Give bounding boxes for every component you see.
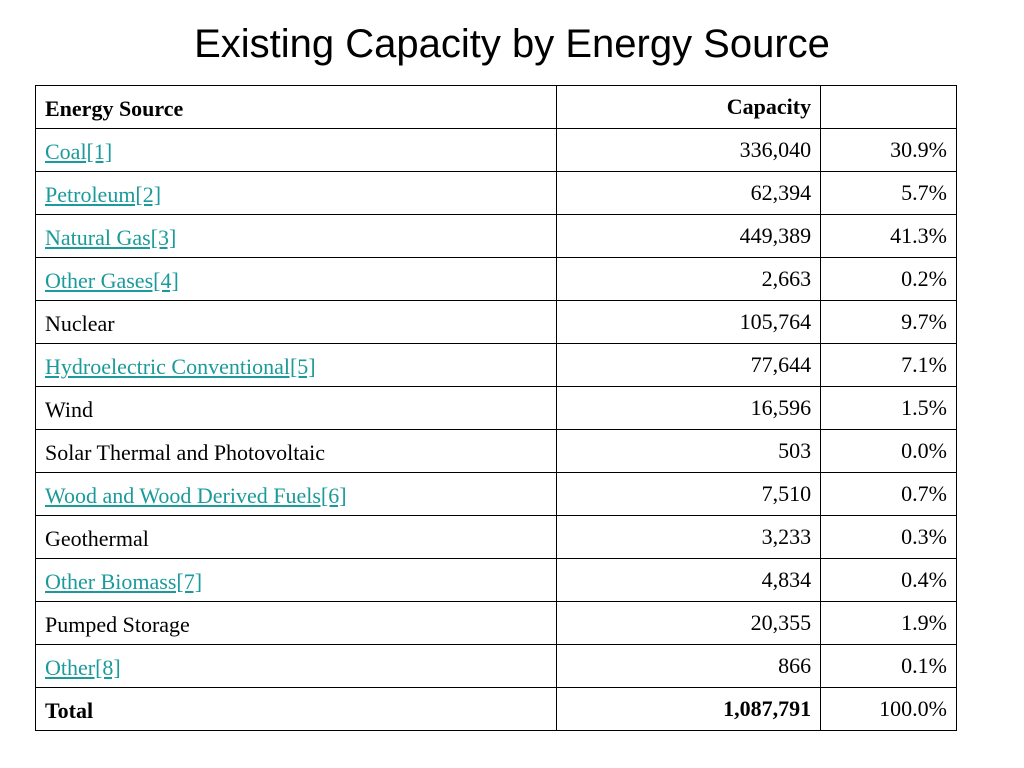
energy-source-link[interactable]: Hydroelectric Conventional[5] xyxy=(45,354,316,379)
percent-cell: 1.5% xyxy=(820,386,957,430)
table-row: Hydroelectric Conventional[5] 77,644 7.1% xyxy=(34,343,957,387)
energy-source-link[interactable]: Coal[1] xyxy=(45,139,113,164)
capacity-cell: 449,389 xyxy=(556,214,822,258)
capacity-cell: 336,040 xyxy=(556,128,822,172)
table-row: Natural Gas[3] 449,389 41.3% xyxy=(34,214,957,258)
percent-cell: 0.0% xyxy=(820,429,957,473)
energy-source-link[interactable]: Other Gases[4] xyxy=(45,268,179,293)
percent-cell: 0.3% xyxy=(820,515,957,559)
energy-source-label: Geothermal xyxy=(45,526,149,551)
capacity-cell: 62,394 xyxy=(556,171,822,215)
energy-source-cell: Wind xyxy=(34,386,558,430)
energy-source-label: Nuclear xyxy=(45,311,115,336)
capacity-table: Energy Source Capacity Coal[1] 336,040 30.… xyxy=(34,85,957,731)
percent-cell: 41.3% xyxy=(820,214,957,258)
percent-cell: 1.9% xyxy=(820,601,957,645)
energy-source-link[interactable]: Other[8] xyxy=(45,655,121,680)
percent-cell: 9.7% xyxy=(820,300,957,344)
energy-source-cell: Nuclear xyxy=(34,300,558,344)
total-percent: 100.0% xyxy=(820,687,957,731)
percent-cell: 7.1% xyxy=(820,343,957,387)
percent-cell: 0.7% xyxy=(820,472,957,516)
capacity-cell: 4,834 xyxy=(556,558,822,602)
capacity-cell: 7,510 xyxy=(556,472,822,516)
header-percent xyxy=(820,85,957,129)
energy-source-cell: Other[8] xyxy=(34,644,558,688)
energy-source-cell: Wood and Wood Derived Fuels[6] xyxy=(34,472,558,516)
energy-source-cell: Hydroelectric Conventional[5] xyxy=(34,343,558,387)
energy-source-link[interactable]: Natural Gas[3] xyxy=(45,225,177,250)
total-label: Total xyxy=(34,687,558,731)
energy-source-label: Solar Thermal and Photovoltaic xyxy=(45,440,326,465)
energy-source-link[interactable]: Wood and Wood Derived Fuels[6] xyxy=(45,483,347,508)
table-row: Pumped Storage 20,355 1.9% xyxy=(34,601,957,645)
capacity-cell: 866 xyxy=(556,644,822,688)
table-row: Wind 16,596 1.5% xyxy=(34,386,957,430)
capacity-cell: 3,233 xyxy=(556,515,822,559)
energy-source-link[interactable]: Other Biomass[7] xyxy=(45,569,203,594)
energy-source-cell: Petroleum[2] xyxy=(34,171,558,215)
table-row: Other[8] 866 0.1% xyxy=(34,644,957,688)
capacity-cell: 20,355 xyxy=(556,601,822,645)
capacity-cell: 503 xyxy=(556,429,822,473)
table-row: Solar Thermal and Photovoltaic 503 0.0% xyxy=(34,429,957,473)
energy-source-label: Wind xyxy=(45,397,93,422)
energy-source-link[interactable]: Petroleum[2] xyxy=(45,182,162,207)
percent-cell: 0.2% xyxy=(820,257,957,301)
energy-source-label: Pumped Storage xyxy=(45,612,190,637)
energy-source-cell: Other Gases[4] xyxy=(34,257,558,301)
energy-source-cell: Geothermal xyxy=(34,515,558,559)
table-row: Other Gases[4] 2,663 0.2% xyxy=(34,257,957,301)
total-row: Total 1,087,791 100.0% xyxy=(34,687,957,731)
table-row: Geothermal 3,233 0.3% xyxy=(34,515,957,559)
page-title: Existing Capacity by Energy Source xyxy=(194,22,830,66)
percent-cell: 5.7% xyxy=(820,171,957,215)
header-energy-source: Energy Source xyxy=(34,85,558,129)
table-row: Nuclear 105,764 9.7% xyxy=(34,300,957,344)
table-row: Other Biomass[7] 4,834 0.4% xyxy=(34,558,957,602)
table-row: Wood and Wood Derived Fuels[6] 7,510 0.7% xyxy=(34,472,957,516)
capacity-cell: 77,644 xyxy=(556,343,822,387)
energy-source-cell: Coal[1] xyxy=(34,128,558,172)
capacity-cell: 105,764 xyxy=(556,300,822,344)
table-body: Coal[1] 336,040 30.9% Petroleum[2] 62,394 5.7… xyxy=(34,128,957,688)
energy-source-cell: Other Biomass[7] xyxy=(34,558,558,602)
table-row: Coal[1] 336,040 30.9% xyxy=(34,128,957,172)
percent-cell: 0.4% xyxy=(820,558,957,602)
total-capacity: 1,087,791 xyxy=(556,687,822,731)
table-row: Petroleum[2] 62,394 5.7% xyxy=(34,171,957,215)
table-header-row: Energy Source Capacity xyxy=(34,85,957,129)
capacity-cell: 16,596 xyxy=(556,386,822,430)
energy-source-cell: Pumped Storage xyxy=(34,601,558,645)
capacity-cell: 2,663 xyxy=(556,257,822,301)
header-capacity: Capacity xyxy=(556,85,822,129)
energy-source-cell: Solar Thermal and Photovoltaic xyxy=(34,429,558,473)
percent-cell: 30.9% xyxy=(820,128,957,172)
percent-cell: 0.1% xyxy=(820,644,957,688)
energy-source-cell: Natural Gas[3] xyxy=(34,214,558,258)
